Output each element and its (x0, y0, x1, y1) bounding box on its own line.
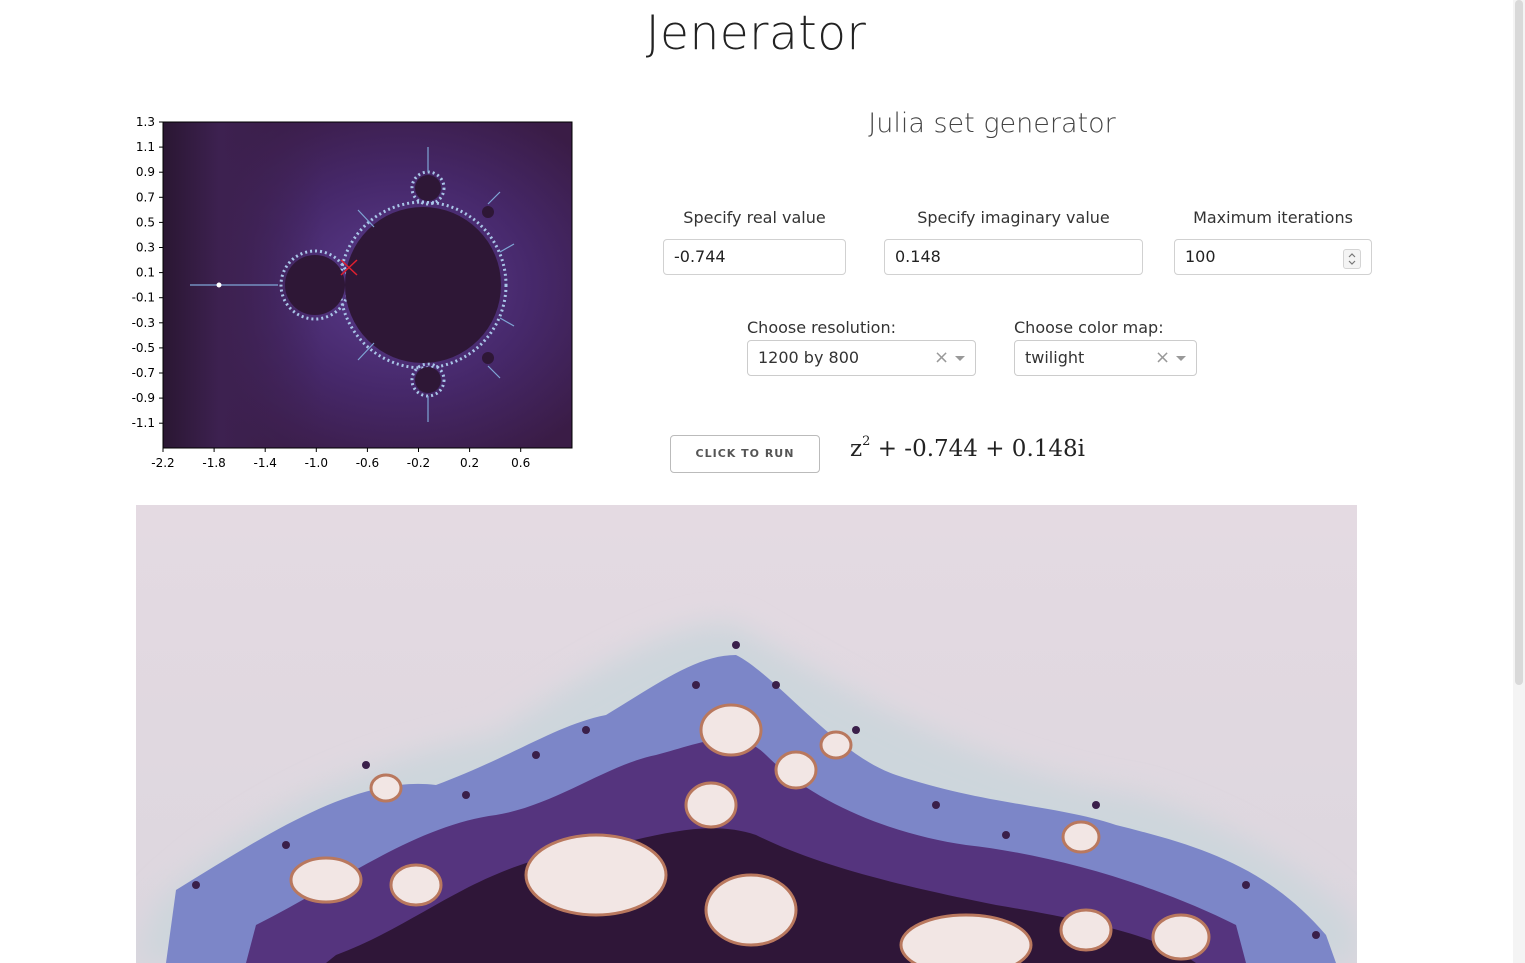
y-tick-label: -0.3 (132, 316, 155, 330)
formula-display: z2 + -0.744 + 0.148i (850, 434, 1086, 462)
color-map-clear-icon[interactable]: × (1155, 347, 1171, 368)
color-map-selected-value: twilight (1025, 348, 1085, 367)
x-tick-label: -0.6 (356, 456, 379, 470)
formula-base: z (850, 436, 863, 462)
page-title: Jenerator (645, 6, 867, 61)
real-value-label: Specify real value (683, 208, 826, 227)
max-iterations-label: Maximum iterations (1193, 208, 1353, 227)
resolution-label: Choose resolution: (747, 318, 896, 337)
generator-subtitle: Julia set generator (868, 108, 1116, 139)
y-tick-label: 0.5 (136, 215, 155, 229)
y-tick-label: 0.3 (136, 241, 155, 255)
number-stepper-icon[interactable] (1343, 249, 1361, 269)
real-value-input[interactable]: -0.744 (663, 239, 846, 275)
y-tick-label: -0.9 (132, 391, 155, 405)
resolution-clear-icon[interactable]: × (934, 347, 950, 368)
max-iterations-input[interactable]: 100 (1174, 239, 1372, 275)
y-tick-label: 1.1 (136, 140, 155, 154)
x-tick-label: -1.8 (202, 456, 225, 470)
x-tick-label: 0.2 (460, 456, 479, 470)
y-tick-label: -0.5 (132, 341, 155, 355)
page-scrollbar[interactable] (1513, 0, 1525, 963)
formula-exponent: 2 (862, 434, 871, 450)
resolution-selected-value: 1200 by 800 (758, 348, 860, 367)
imaginary-value-label: Specify imaginary value (917, 208, 1110, 227)
y-tick-label: 1.3 (136, 115, 155, 129)
run-button[interactable]: CLICK TO RUN (670, 435, 820, 473)
y-tick-label: 0.1 (136, 266, 155, 280)
resolution-select[interactable]: 1200 by 800 × (747, 340, 976, 376)
scrollbar-thumb[interactable] (1515, 0, 1523, 685)
x-tick-label: -2.2 (151, 456, 174, 470)
formula-rest: + -0.744 + 0.148i (870, 436, 1086, 462)
y-tick-label: -1.1 (132, 416, 155, 430)
resolution-dropdown-icon[interactable] (955, 356, 965, 361)
x-tick-label: -0.2 (407, 456, 430, 470)
x-tick-label: -1.4 (253, 456, 276, 470)
parameter-marker (340, 259, 358, 276)
max-iterations-value: 100 (1185, 247, 1216, 266)
imaginary-value-input[interactable]: 0.148 (884, 239, 1143, 275)
x-tick-label: -1.0 (305, 456, 328, 470)
x-tick-label: 0.6 (511, 456, 530, 470)
mandelbrot-plot[interactable]: 1.3 1.1 0.9 0.7 0.5 0.3 0.1 -0.1 -0.3 -0.5 -0.7 -0.… (128, 112, 588, 472)
color-map-label: Choose color map: (1014, 318, 1164, 337)
julia-set-image (136, 505, 1357, 963)
x-axis-ticks: -2.2 -1.8 -1.4 -1.0 -0.6 -0.2 0.2 0.6 (151, 448, 530, 470)
color-map-dropdown-icon[interactable] (1176, 356, 1186, 361)
y-tick-label: -0.7 (132, 366, 155, 380)
y-tick-label: -0.1 (132, 291, 155, 305)
y-axis-ticks: 1.3 1.1 0.9 0.7 0.5 0.3 0.1 -0.1 -0.3 -0.5 -0.7 -0.… (132, 115, 163, 430)
y-tick-label: 0.9 (136, 165, 155, 179)
color-map-select[interactable]: twilight × (1014, 340, 1197, 376)
y-tick-label: 0.7 (136, 190, 155, 204)
